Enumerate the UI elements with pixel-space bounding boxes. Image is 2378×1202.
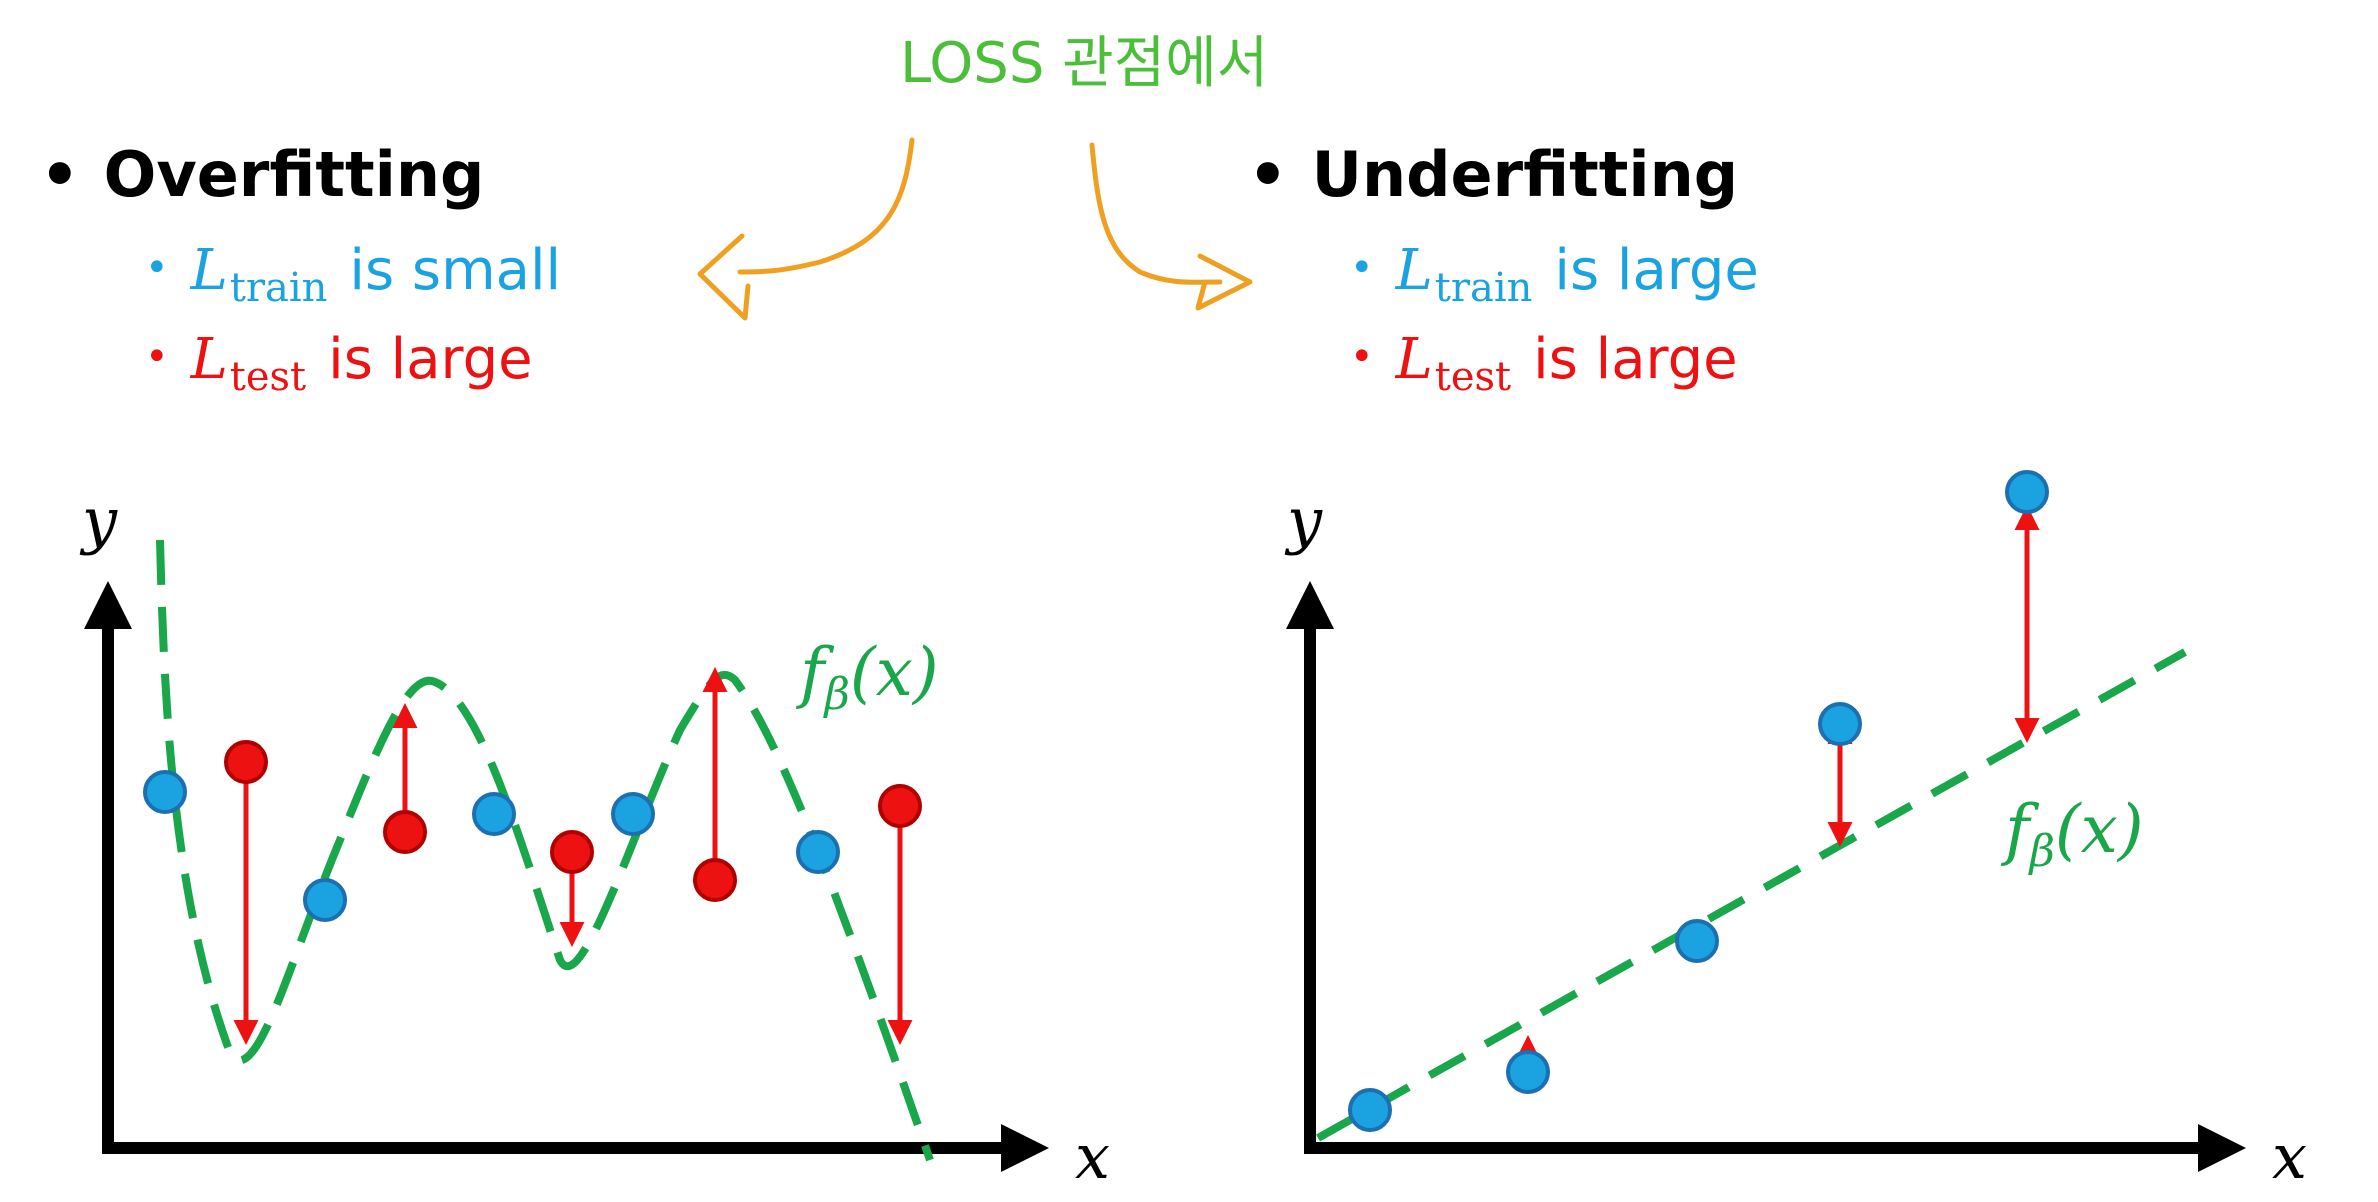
test-point [383, 810, 427, 854]
bullet-dot: • [145, 245, 169, 291]
train-point [472, 792, 516, 836]
bullet-dot: • [40, 138, 80, 211]
overfitting-title: Overfitting [103, 138, 485, 211]
x-axis-label: x [2272, 1120, 2307, 1193]
curve-label: fβ(x) [2000, 791, 2144, 877]
loss-subscript: test [229, 354, 307, 400]
underfitting-heading: • Underfitting [1248, 138, 1738, 211]
loss-subscript: train [229, 265, 328, 311]
fitted-line [1316, 648, 2187, 1142]
train-point [1506, 1050, 1550, 1094]
bullet-dot: • [1350, 245, 1374, 291]
loss-symbol: L [1395, 327, 1433, 392]
train-point [143, 770, 187, 814]
underfitting-train-text: is large [1554, 238, 1759, 303]
train-point [1818, 702, 1862, 746]
loss-subscript: train [1434, 265, 1533, 311]
bullet-dot: • [1350, 334, 1374, 380]
loss-subscript: test [1434, 354, 1512, 400]
underfitting-test-text: is large [1533, 327, 1738, 392]
x-axis-label: x [1075, 1120, 1110, 1193]
test-point [693, 858, 737, 902]
test-point [550, 830, 594, 874]
overfitting-test-text: is large [328, 327, 533, 392]
train-point [303, 878, 347, 922]
hand-drawn-arrow-left [697, 137, 915, 321]
train-point [611, 792, 655, 836]
underfitting-title: Underfitting [1311, 138, 1739, 211]
test-point [224, 740, 268, 784]
bullet-dot: • [1248, 138, 1288, 211]
bullet-dot: • [145, 334, 169, 380]
train-point [796, 830, 840, 874]
underfitting-test-bullet: • Ltest is large [1350, 327, 1738, 400]
loss-symbol: L [1395, 238, 1433, 303]
loss-symbol: L [190, 238, 228, 303]
curve-label: fβ(x) [795, 634, 939, 720]
overfitting-train-text: is small [349, 238, 562, 303]
train-point [1348, 1088, 1392, 1132]
train-point [1675, 919, 1719, 963]
overfitting-test-bullet: • Ltest is large [145, 327, 533, 400]
y-axis-label: y [1284, 484, 1323, 557]
overfitting-plot: y x fβ(x) [79, 484, 1110, 1193]
handwritten-note: LOSS 관점에서 [900, 31, 1268, 96]
train-point [2005, 470, 2049, 514]
hand-drawn-arrow-right [1089, 142, 1253, 311]
test-point [878, 784, 922, 828]
fitted-curve [156, 539, 934, 1162]
underfitting-train-bullet: • Ltrain is large [1350, 238, 1759, 311]
y-axis-label: y [79, 484, 118, 557]
overfitting-train-bullet: • Ltrain is small [145, 238, 562, 311]
loss-symbol: L [190, 327, 228, 392]
overfitting-heading: • Overfitting [40, 138, 484, 211]
underfitting-plot: y x fβ(x) [1284, 470, 2307, 1193]
